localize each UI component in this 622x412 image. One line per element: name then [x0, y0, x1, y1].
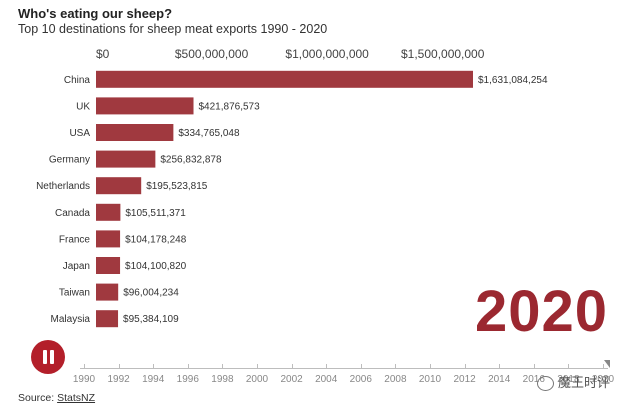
timeline-year-label[interactable]: 2014 — [488, 374, 511, 385]
timeline-year-label[interactable]: 2004 — [315, 374, 338, 385]
bar — [96, 203, 121, 221]
timeline-tick — [499, 364, 501, 369]
timeline-year-label[interactable]: 2010 — [418, 374, 442, 385]
timeline-track — [80, 368, 608, 369]
value-label: $105,511,371 — [125, 208, 186, 219]
timeline-tick — [430, 364, 431, 369]
source-prefix: Source: — [18, 392, 58, 404]
wechat-icon — [536, 376, 554, 391]
timeline-tick — [603, 364, 604, 369]
bar — [96, 124, 174, 141]
timeline-year-label[interactable]: 2008 — [384, 374, 407, 385]
timeline-year-label[interactable]: 1992 — [107, 374, 130, 385]
timeline-tick — [84, 364, 85, 369]
timeline-tick — [187, 364, 189, 369]
timeline-tick — [326, 364, 328, 369]
timeline-tick — [257, 364, 258, 369]
value-label: $421,876,573 — [199, 101, 261, 112]
chart-title: Who's eating our sheep? — [18, 6, 173, 21]
timeline-handle[interactable] — [604, 360, 610, 368]
value-label: $96,004,234 — [123, 288, 179, 299]
category-label: Germany — [49, 155, 90, 166]
value-label: $104,100,820 — [125, 261, 187, 272]
pause-button[interactable] — [31, 340, 65, 374]
watermark-text: 魔王时评 — [557, 376, 610, 391]
timeline-year-label[interactable]: 2018 — [557, 374, 580, 385]
watermark: 魔王时评 — [536, 372, 610, 391]
timeline-year-label[interactable]: 1998 — [211, 374, 234, 385]
timeline-year-label[interactable]: 2000 — [245, 374, 269, 385]
bar — [96, 230, 121, 248]
category-label: Canada — [55, 208, 90, 219]
bar — [96, 310, 119, 328]
x-tick-label: $0 — [96, 47, 110, 61]
timeline-year-label[interactable]: 2012 — [453, 374, 476, 385]
bar — [96, 70, 473, 88]
pause-icon — [43, 350, 47, 364]
pause-icon-bar — [50, 350, 54, 364]
source-link[interactable]: StatsNZ — [57, 392, 96, 404]
timeline-tick — [568, 364, 570, 369]
bar-chart: $0 $500,000,000 $1,000,000,000 $1,500,000,0… — [36, 47, 548, 328]
timeline-tick — [533, 364, 535, 369]
x-tick-label: $1,500,000,000 — [401, 47, 485, 61]
x-tick-label: $500,000,000 — [175, 47, 249, 61]
category-label: Taiwan — [59, 288, 90, 299]
category-label: France — [59, 234, 91, 245]
timeline-year-label[interactable]: 1996 — [176, 374, 199, 385]
timeline-tick — [222, 364, 224, 369]
value-label: $1,631,084,254 — [478, 75, 548, 86]
value-label: $104,178,248 — [125, 234, 187, 245]
bar — [96, 97, 194, 115]
category-label: Netherlands — [36, 181, 90, 192]
current-year-label: 2020 — [474, 279, 608, 344]
x-tick-label: $1,000,000,000 — [285, 47, 369, 61]
timeline-year-label[interactable]: 2002 — [280, 374, 303, 385]
source-note: Source: StatsNZ — [18, 392, 95, 404]
timeline-tick — [395, 364, 397, 369]
timeline-tick — [153, 364, 155, 369]
bar — [96, 177, 142, 195]
value-label: $95,384,109 — [123, 314, 179, 325]
category-label: Japan — [63, 261, 90, 272]
value-label: $334,765,048 — [178, 128, 240, 139]
timeline-year-label[interactable]: 2016 — [522, 374, 545, 385]
chart-subtitle: Top 10 destinations for sheep meat expor… — [18, 22, 328, 36]
timeline-tick — [118, 364, 120, 369]
value-label: $195,523,815 — [146, 181, 208, 192]
timeline-year-label[interactable]: 2020 — [591, 374, 615, 385]
timeline-year-label[interactable]: 2006 — [349, 374, 372, 385]
bar — [96, 283, 119, 301]
bar — [96, 257, 121, 274]
timeline-tick — [464, 364, 466, 369]
category-label: UK — [76, 101, 90, 112]
timeline-year-label[interactable]: 1990 — [72, 374, 96, 385]
timeline-tick — [360, 364, 362, 369]
timeline-tick — [291, 364, 293, 369]
value-label: $256,832,878 — [160, 155, 222, 166]
year-timeline-slider[interactable]: 1990 1992 1994 1996 1998 2000 2002 2004 2006 2008… — [73, 360, 614, 390]
category-label: Malaysia — [51, 314, 91, 325]
bar — [96, 150, 156, 168]
category-label: China — [64, 75, 91, 86]
category-label: USA — [69, 128, 90, 139]
timeline-year-label[interactable]: 1994 — [142, 374, 165, 385]
